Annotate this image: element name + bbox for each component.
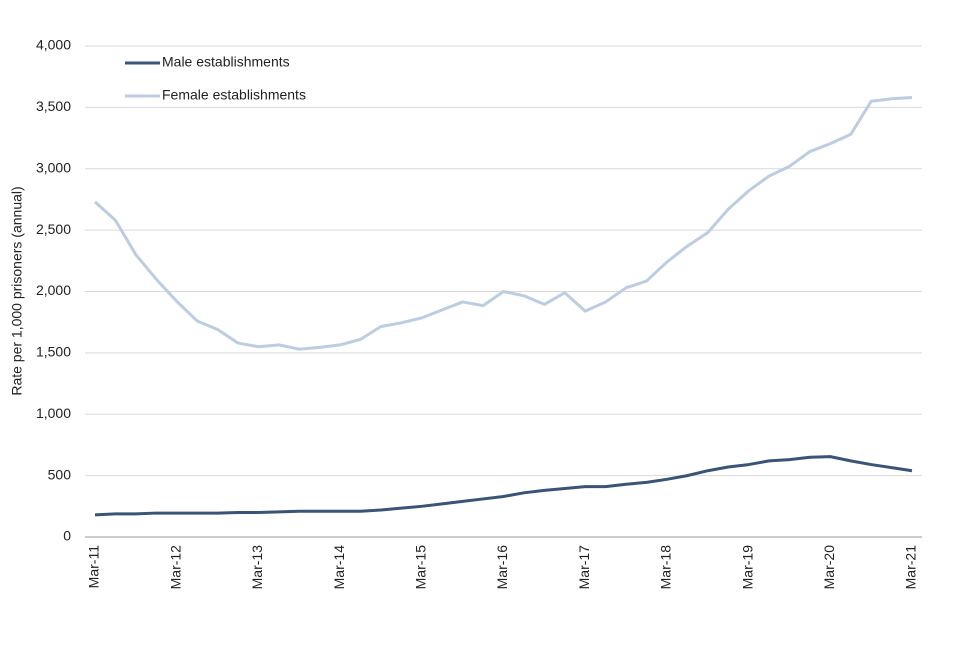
- x-tick-label: Mar-12: [167, 545, 183, 590]
- x-tick-label: Mar-18: [658, 545, 674, 590]
- y-tick-label: 1,500: [36, 344, 71, 360]
- x-tick-label: Mar-21: [903, 545, 919, 590]
- y-tick-label: 500: [48, 466, 72, 482]
- x-tick-label: Mar-13: [249, 545, 265, 590]
- x-tick-label: Mar-11: [86, 545, 102, 589]
- series-line: [93, 96, 913, 351]
- x-tick-label: Mar-20: [821, 545, 837, 590]
- x-tick-label: Mar-17: [576, 545, 592, 590]
- y-tick-label: 2,000: [36, 282, 71, 298]
- legend-label: Male establishments: [162, 54, 290, 70]
- x-tick-label: Mar-19: [739, 545, 755, 590]
- x-tick-label: Mar-16: [494, 545, 510, 590]
- series-line: [94, 455, 913, 517]
- y-tick-label: 4,000: [36, 37, 71, 53]
- y-tick-label: 2,500: [36, 221, 71, 237]
- y-tick-label: 1,000: [36, 405, 71, 421]
- y-tick-label: 3,500: [36, 98, 71, 114]
- x-tick-label: Mar-15: [413, 545, 429, 590]
- x-tick-label: Mar-14: [331, 545, 347, 590]
- y-tick-label: 0: [63, 528, 71, 544]
- y-axis-label: Rate per 1,000 prisoners (annual): [9, 186, 25, 395]
- legend-label: Female establishments: [162, 87, 306, 103]
- y-tick-label: 3,000: [36, 159, 71, 175]
